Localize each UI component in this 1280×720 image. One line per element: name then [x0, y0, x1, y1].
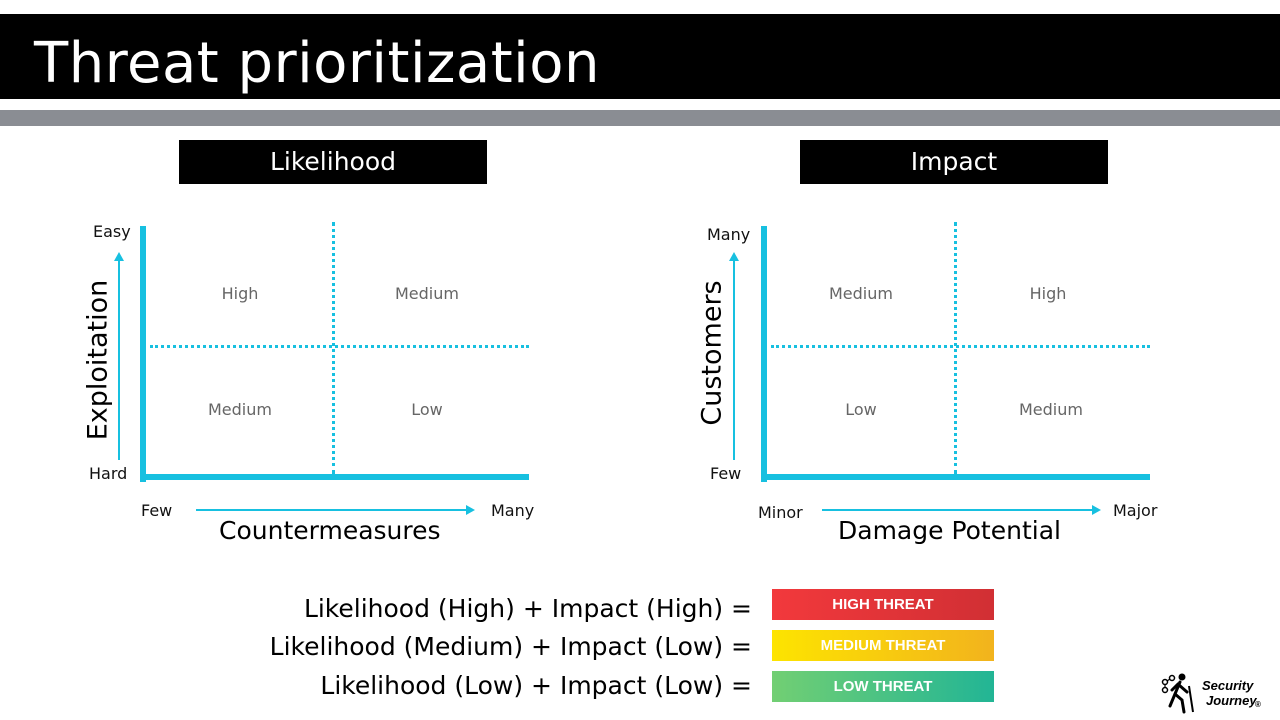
likelihood-x-arrow-head — [466, 505, 475, 515]
likelihood-y-top-label: Easy — [93, 222, 131, 241]
likelihood-header: Likelihood — [179, 140, 487, 184]
likelihood-y-title: Exploitation — [82, 279, 114, 441]
page-title: Threat prioritization — [34, 31, 600, 96]
impact-y-bottom-label: Few — [710, 464, 742, 483]
logo-text-security: Security — [1202, 678, 1254, 693]
impact-quadrant-top-left: Medium — [829, 284, 893, 303]
likelihood-quadrant-bottom-left: Medium — [208, 400, 272, 419]
likelihood-vertical-divider — [332, 222, 335, 474]
likelihood-x-axis — [140, 474, 529, 480]
likelihood-x-arrow — [196, 509, 466, 511]
impact-x-arrow — [822, 509, 1092, 511]
hiker-icon — [1161, 673, 1194, 714]
low-threat-badge: LOW THREAT — [772, 671, 994, 702]
impact-y-axis — [761, 226, 767, 482]
impact-x-axis — [761, 474, 1150, 480]
logo-text-journey: Journey — [1206, 693, 1257, 708]
likelihood-y-arrow-head — [114, 252, 124, 261]
title-bar: Threat prioritization — [0, 14, 1280, 99]
likelihood-y-axis — [140, 226, 146, 482]
high-threat-badge: HIGH THREAT — [772, 589, 994, 620]
impact-y-arrow — [733, 258, 735, 460]
likelihood-quadrant-top-left: High — [221, 284, 259, 303]
impact-quadrant-top-right: High — [1029, 284, 1067, 303]
impact-x-title: Damage Potential — [838, 516, 1061, 545]
logo-registered-mark: ® — [1255, 700, 1261, 709]
likelihood-y-bottom-label: Hard — [89, 464, 128, 483]
security-journey-logo: Security Journey ® — [1160, 672, 1270, 716]
likelihood-x-title: Countermeasures — [219, 516, 441, 545]
likelihood-x-right-label: Many — [491, 501, 535, 520]
impact-vertical-divider — [954, 222, 957, 474]
impact-quadrant-bottom-right: Medium — [1019, 400, 1083, 419]
impact-y-arrow-head — [729, 252, 739, 261]
likelihood-x-left-label: Few — [141, 501, 173, 520]
impact-x-right-label: Major — [1113, 501, 1158, 520]
impact-x-left-label: Minor — [758, 503, 803, 522]
likelihood-horizontal-divider — [150, 345, 529, 348]
equation-low: Likelihood (Low) + Impact (Low) = — [320, 671, 752, 700]
impact-quadrant-bottom-left: Low — [845, 400, 877, 419]
likelihood-quadrant-bottom-right: Low — [411, 400, 443, 419]
likelihood-y-arrow — [118, 258, 120, 460]
impact-horizontal-divider — [771, 345, 1150, 348]
medium-threat-badge: MEDIUM THREAT — [772, 630, 994, 661]
equation-high: Likelihood (High) + Impact (High) = — [303, 594, 752, 623]
impact-header: Impact — [800, 140, 1108, 184]
impact-y-top-label: Many — [707, 225, 751, 244]
impact-x-arrow-head — [1092, 505, 1101, 515]
impact-y-title: Customers — [696, 280, 728, 426]
equation-medium: Likelihood (Medium) + Impact (Low) = — [269, 632, 752, 661]
likelihood-quadrant-top-right: Medium — [395, 284, 459, 303]
divider-bar — [0, 110, 1280, 126]
